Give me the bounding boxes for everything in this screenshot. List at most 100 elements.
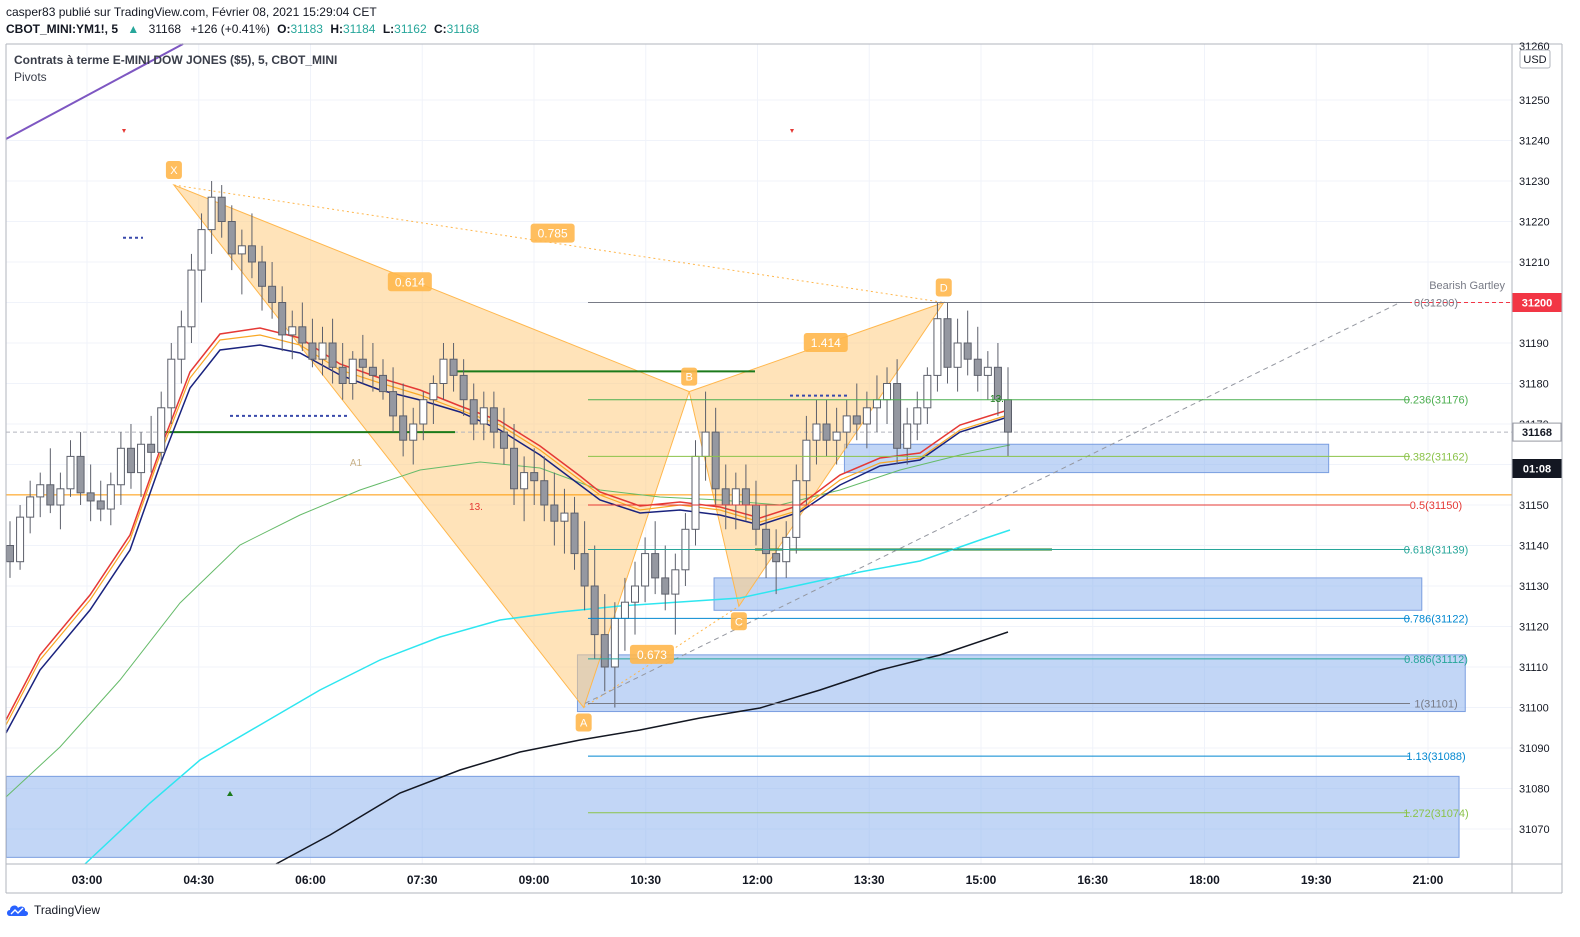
candle-body — [16, 516, 25, 563]
candle-body — [862, 407, 871, 425]
candle-body — [701, 431, 710, 457]
candle-body — [580, 553, 589, 587]
candle-body — [389, 391, 398, 417]
pattern-point-label: A — [580, 718, 588, 730]
fib-label: 0.236(31176) — [1404, 395, 1469, 407]
candle-body — [6, 545, 14, 563]
candle-body — [641, 553, 650, 587]
candle-body — [479, 407, 488, 425]
candle-body — [268, 285, 277, 303]
candle-body — [46, 484, 55, 506]
fib-label: 0.886(31112) — [1404, 654, 1468, 666]
candle-body — [520, 472, 529, 490]
candle-body — [802, 439, 811, 482]
candle-body — [358, 358, 367, 368]
pattern-point-label: C — [735, 616, 743, 628]
x-tick-label: 21:00 — [1413, 873, 1444, 887]
fib-label: 0.618(31139) — [1404, 545, 1469, 557]
candle-body — [903, 423, 912, 449]
x-tick-label: 15:00 — [966, 873, 997, 887]
ma-green — [5, 444, 1011, 798]
candle-body — [620, 601, 629, 619]
candle-body — [167, 358, 176, 409]
candle-body — [328, 342, 337, 368]
triangle-up-icon: ▲ — [127, 22, 140, 36]
candle-body — [1004, 399, 1012, 433]
candle-body — [973, 358, 982, 376]
y-tick-label: 31180 — [1519, 379, 1549, 391]
candle-body — [288, 326, 297, 336]
x-tick-label: 09:00 — [519, 873, 550, 887]
fib-label: 0.5(31150) — [1410, 500, 1462, 512]
ma-orange — [5, 334, 1009, 726]
candle-body — [852, 415, 861, 425]
price-axis[interactable]: 31070 31080 31090 31100 31110 31120 31130 31140… — [1512, 41, 1562, 836]
open-label: O: — [277, 22, 291, 36]
zone-rect — [713, 577, 1423, 611]
high-label: H: — [330, 22, 343, 36]
pattern-point-box — [165, 161, 182, 180]
ratio-label: 0.673 — [637, 648, 667, 662]
candle-body — [550, 504, 559, 522]
candle-body — [106, 484, 115, 510]
price-label-box — [1512, 422, 1562, 442]
fib-label: 0.382(31162) — [1404, 451, 1469, 463]
open-value: 31183 — [290, 22, 323, 36]
ratio-box — [629, 644, 674, 664]
candle-body — [953, 342, 962, 368]
candle-body — [177, 326, 186, 360]
x-tick-label: 19:30 — [1301, 873, 1332, 887]
fib-label: 1(31101) — [1414, 698, 1457, 710]
y-tick-label: 31240 — [1519, 136, 1550, 148]
x-tick-label: 10:30 — [630, 873, 661, 887]
candle-body — [348, 358, 357, 385]
pattern-labels: X A B C D 0.614 0.785 1.414 0.673 Bearish Gartley… — [122, 129, 1505, 796]
count-annotation: 13. — [990, 394, 1004, 405]
candle-body — [661, 577, 670, 595]
candle-body — [197, 229, 206, 271]
candle-body — [983, 366, 992, 376]
ratio-label: 0.614 — [395, 275, 425, 289]
tradingview-logo[interactable]: TradingView — [6, 903, 100, 917]
y-tick-label: 31100 — [1519, 703, 1549, 715]
moving-averages — [5, 327, 1011, 865]
candle-body — [751, 504, 760, 530]
candle-body — [913, 407, 922, 425]
fib-label: 1.13(31088) — [1406, 751, 1465, 763]
candle-body — [126, 447, 135, 474]
price-label-box — [1512, 459, 1562, 478]
candle-body — [570, 512, 579, 555]
low-value: 31162 — [394, 22, 427, 36]
candle-body — [711, 431, 720, 490]
candle-body — [540, 480, 549, 506]
candle-body — [741, 488, 750, 506]
candle-body — [116, 447, 125, 486]
candle-body — [368, 366, 377, 376]
y-tick-label: 31130 — [1519, 581, 1549, 593]
chart-title: Contrats à terme E-MINI DOW JONES ($5), … — [14, 53, 337, 67]
candle-body — [822, 423, 831, 441]
projection-dashed-line — [584, 302, 1401, 704]
currency-badge-box[interactable] — [1519, 49, 1551, 69]
candle-body — [318, 342, 327, 360]
ma-black — [275, 631, 1009, 865]
candle-body — [762, 528, 771, 555]
ma-blue — [5, 344, 1009, 734]
y-tick-label: 31210 — [1519, 257, 1550, 269]
candle-body — [36, 484, 45, 498]
publisher-line: casper83 publié sur TradingView.com, Fév… — [6, 5, 377, 19]
candle-body — [731, 488, 740, 506]
symbol[interactable]: CBOT_MINI:YM1!, 5 — [6, 22, 119, 36]
x-tick-label: 18:00 — [1189, 873, 1220, 887]
currency-badge[interactable]: USD — [1523, 54, 1546, 66]
candle-body — [227, 221, 236, 255]
candle-body — [610, 617, 619, 668]
pattern-ac-dotted — [583, 605, 740, 708]
candle-body — [439, 358, 448, 385]
candle-body — [66, 455, 75, 490]
time-axis[interactable]: 03:00 04:30 06:00 07:30 09:00 10:30 12:00 13:30… — [72, 873, 1444, 887]
pivot-high-marker — [790, 129, 794, 133]
y-tick-label: 31120 — [1519, 622, 1549, 634]
x-tick-label: 16:30 — [1077, 873, 1108, 887]
